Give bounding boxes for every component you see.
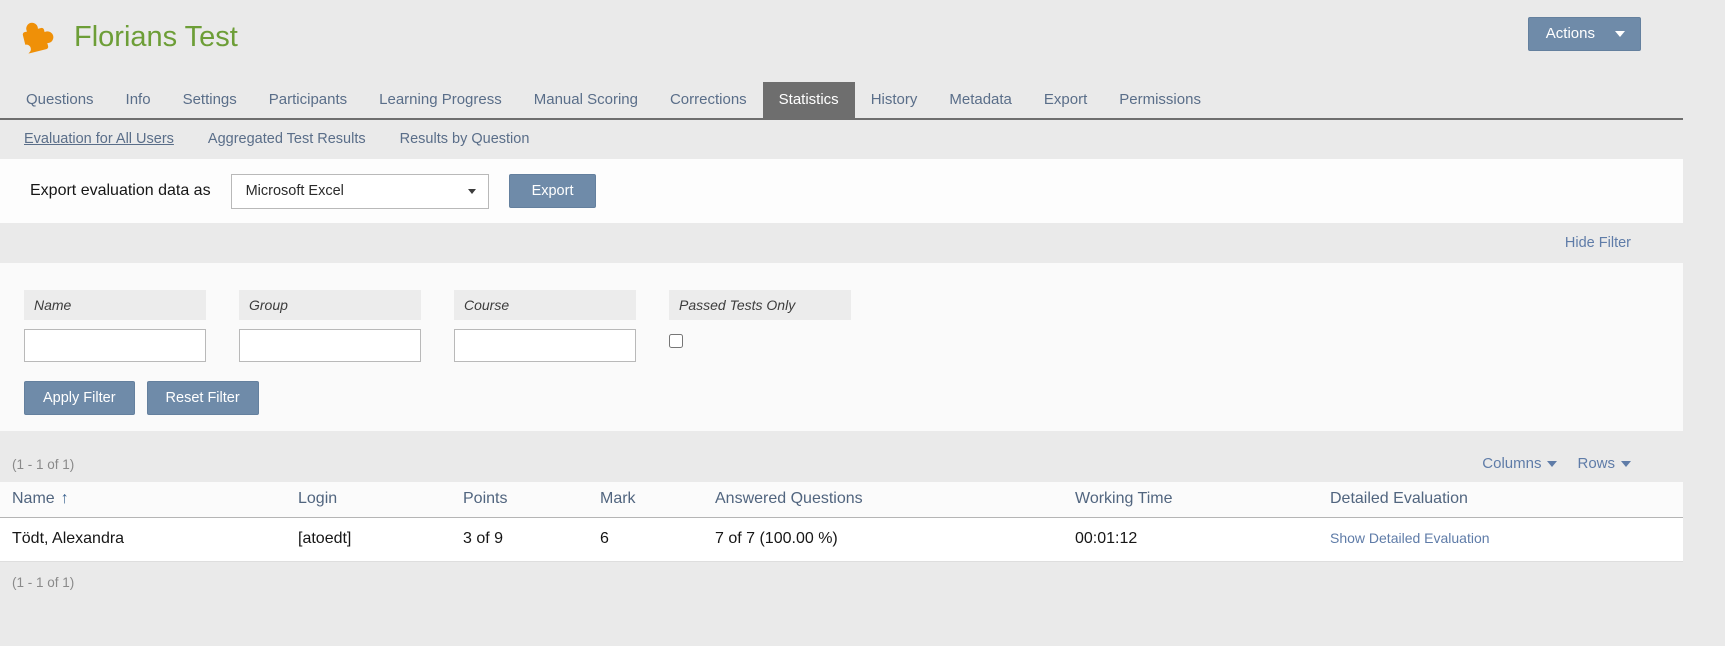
subtab-aggregated-results[interactable]: Aggregated Test Results [207, 131, 366, 147]
hide-filter-row: Hide Filter [0, 223, 1683, 263]
columns-menu-label: Columns [1482, 455, 1542, 472]
cell-working-time: 00:01:12 [1063, 517, 1318, 562]
evaluation-table: Name ↑ Login Points Mark Answered Questio… [0, 482, 1683, 562]
tab-learning-progress[interactable]: Learning Progress [379, 91, 502, 108]
rows-menu[interactable]: Rows [1577, 455, 1631, 472]
page-header: Florians Test Actions [0, 0, 1683, 70]
cell-mark: 6 [588, 517, 703, 562]
filter-label-course: Course [454, 290, 636, 320]
subtab-bar: Evaluation for All Users Aggregated Test… [0, 120, 1683, 159]
column-header-detailed-evaluation: Detailed Evaluation [1318, 482, 1683, 518]
group-filter-input[interactable] [239, 329, 421, 362]
chevron-down-icon [1621, 460, 1631, 467]
tab-manual-scoring[interactable]: Manual Scoring [533, 91, 638, 108]
tab-export[interactable]: Export [1043, 91, 1088, 108]
cell-name: Tödt, Alexandra [0, 517, 286, 562]
filter-panel: Name Group Course Passed Tests Only Appl… [0, 263, 1683, 431]
course-filter-input[interactable] [454, 329, 636, 362]
tab-statistics[interactable]: Statistics [762, 82, 855, 118]
column-header-answered-questions[interactable]: Answered Questions [703, 482, 1063, 518]
apply-filter-button[interactable]: Apply Filter [24, 381, 135, 415]
passed-tests-only-checkbox[interactable] [669, 334, 683, 348]
tab-participants[interactable]: Participants [268, 91, 348, 108]
chevron-down-icon [1615, 30, 1625, 37]
test-puzzle-icon [21, 22, 54, 54]
tab-permissions[interactable]: Permissions [1119, 91, 1201, 108]
tab-info[interactable]: Info [125, 91, 151, 108]
result-range-bottom: (1 - 1 of 1) [12, 575, 75, 590]
export-section: Export evaluation data as Microsoft Exce… [0, 159, 1683, 223]
rows-menu-label: Rows [1577, 455, 1615, 472]
result-range-top: (1 - 1 of 1) [12, 457, 75, 472]
actions-button-label: Actions [1545, 25, 1595, 42]
sort-ascending-icon[interactable]: ↑ [60, 490, 69, 507]
column-header-mark[interactable]: Mark [588, 482, 703, 518]
table-toolbar: (1 - 1 of 1) Columns Rows [0, 431, 1683, 482]
table-header-row: Name ↑ Login Points Mark Answered Questio… [0, 482, 1683, 518]
column-header-login[interactable]: Login [286, 482, 451, 518]
filter-label-passed-tests-only: Passed Tests Only [669, 290, 851, 320]
filter-label-name: Name [24, 290, 206, 320]
bottom-range-row: (1 - 1 of 1) [0, 562, 1683, 592]
cell-login: [atoedt] [286, 517, 451, 562]
column-header-points[interactable]: Points [451, 482, 588, 518]
tab-metadata[interactable]: Metadata [949, 91, 1012, 108]
actions-button[interactable]: Actions [1527, 17, 1641, 51]
tab-bar: Questions Info Settings Participants Lea… [0, 82, 1683, 120]
tab-history[interactable]: History [870, 91, 918, 108]
column-header-name[interactable]: Name ↑ [0, 482, 286, 518]
tab-corrections[interactable]: Corrections [669, 91, 747, 108]
cell-points: 3 of 9 [451, 517, 588, 562]
tab-settings[interactable]: Settings [182, 91, 237, 108]
export-format-select[interactable]: Microsoft Excel [230, 173, 489, 209]
show-detailed-evaluation-link[interactable]: Show Detailed Evaluation [1330, 530, 1490, 546]
table-row: Tödt, Alexandra [atoedt] 3 of 9 6 7 of 7… [0, 517, 1683, 562]
columns-menu[interactable]: Columns [1482, 455, 1558, 472]
column-header-working-time[interactable]: Working Time [1063, 482, 1318, 518]
chevron-down-icon [1547, 460, 1558, 467]
cell-answered-questions: 7 of 7 (100.00 %) [703, 517, 1063, 562]
subtab-evaluation-all-users[interactable]: Evaluation for All Users [24, 131, 174, 147]
hide-filter-link[interactable]: Hide Filter [1564, 235, 1631, 251]
select-caret-icon [467, 188, 476, 194]
export-label: Export evaluation data as [30, 182, 211, 199]
page-title: Florians Test [74, 20, 238, 53]
export-format-selected-value: Microsoft Excel [245, 183, 344, 199]
tab-questions[interactable]: Questions [26, 91, 94, 108]
name-filter-input[interactable] [24, 329, 206, 362]
export-button[interactable]: Export [508, 174, 597, 208]
reset-filter-button[interactable]: Reset Filter [146, 381, 259, 415]
subtab-results-by-question[interactable]: Results by Question [399, 131, 530, 147]
filter-label-group: Group [239, 290, 421, 320]
